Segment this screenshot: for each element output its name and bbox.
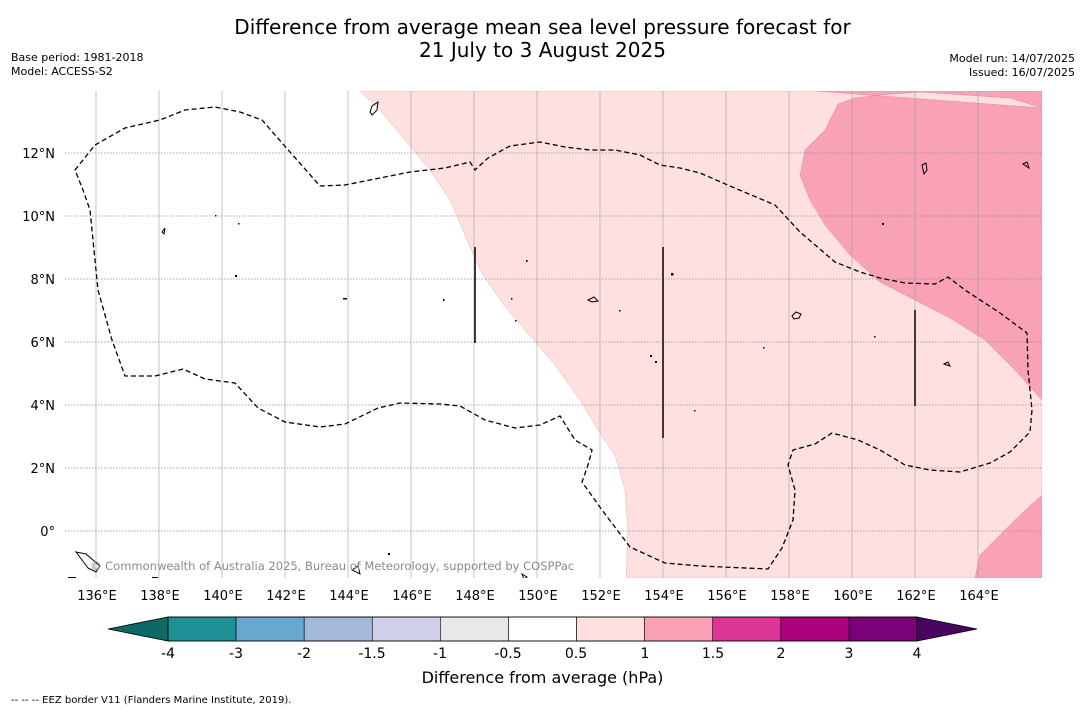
colorbar [107,616,978,642]
map-title-line2: 21 July to 3 August 2025 [419,38,666,62]
lon-tick-labels: 136°E 138°E 140°E 142°E 144°E 146°E 148°… [77,589,999,604]
eez-footnote: -- -- -- EEZ border V11 (Flanders Marine… [11,695,292,706]
meridian-segments [474,247,916,438]
lon-tick-label: 152°E [581,589,621,604]
lat-tick-label: 8°N [31,273,56,288]
colorbar-cell [235,616,305,642]
colorbar-cell [712,616,782,642]
colorbar-cell [848,616,918,642]
colorbar-cell [780,616,850,642]
colorbar-label: -1.5 [358,646,385,662]
colorbar-tick-labels: -4 -3 -2 -1.5 -1 -0.5 0.5 1 1.5 2 3 4 [161,646,922,662]
colorbar-label: 1 [641,646,650,662]
lon-tick-label: 138°E [140,589,180,604]
copyright-text: © Commonwealth of Australia 2025, Bureau… [90,559,574,573]
lon-tick-label: 164°E [959,589,999,604]
islands [74,100,1030,578]
colorbar-label: -4 [161,646,175,662]
lon-gridlines [95,91,979,578]
colorbar-cell [644,616,714,642]
eez-borders [74,106,1033,570]
island-guam [369,100,379,116]
colorbar-frame [167,616,918,642]
lon-tick-label: 148°E [455,589,495,604]
lat-tick-label: 4°N [31,399,56,414]
eez-border-palau-fsm-west [74,106,1033,570]
colorbar-label: -3 [229,646,243,662]
colorbar-under-arrow [107,616,169,642]
map-title-line1: Difference from average mean sea level p… [234,15,851,39]
lon-tick-label: 136°E [77,589,117,604]
colorbar-cell [508,616,577,642]
colorbar-label: -1 [433,646,447,662]
colorbar-label: -2 [297,646,311,662]
island-png-2 [351,565,361,575]
lat-gridlines [65,152,1042,532]
anomaly-region-1-1.5-south [974,494,1042,578]
lat-tick-label: 10°N [22,210,55,225]
map-plot-area [65,91,1042,578]
model-run-label: Model run: 14/07/2025 [949,52,1075,65]
colorbar-label: 2 [777,646,786,662]
colorbar-title: Difference from average (hPa) [421,668,664,687]
island-dots [68,215,884,578]
lon-tick-label: 156°E [707,589,747,604]
colorbar-label: 4 [913,646,922,662]
island-png-3 [520,572,528,578]
colorbar-over-arrow [916,616,978,642]
lon-tick-label: 154°E [644,589,684,604]
lat-tick-label: 6°N [31,336,56,351]
lon-tick-label: 150°E [518,589,558,604]
colorbar-cell [576,616,645,642]
lat-tick-label: 12°N [22,147,55,162]
colorbar-cell [371,616,441,642]
island-kosrae [942,361,951,367]
lon-tick-label: 158°E [770,589,810,604]
lon-tick-label: 140°E [203,589,243,604]
colorbar-label: -0.5 [494,646,521,662]
colorbar-label: 3 [845,646,854,662]
lat-tick-label: 0° [40,525,55,540]
island-north-2 [1022,161,1030,170]
colorbar-label: 0.5 [565,646,587,662]
colorbar-cell [167,616,237,642]
lat-tick-label: 2°N [31,462,56,477]
lon-tick-label: 144°E [329,589,369,604]
lon-tick-label: 162°E [896,589,936,604]
lon-tick-label: 142°E [266,589,306,604]
island-ulithi [161,227,166,236]
anomaly-region-1-1.5-north [799,91,1042,401]
lon-tick-label: 160°E [833,589,873,604]
colorbar-label: 1.5 [702,646,724,662]
issued-label: Issued: 16/07/2025 [968,66,1075,79]
colorbar-cell [440,616,509,642]
colorbar-cell [303,616,373,642]
lon-tick-label: 146°E [392,589,432,604]
island-png-1 [74,551,101,573]
base-period-label: Base period: 1981-2018 [11,51,144,64]
model-label: Model: ACCESS-S2 [11,65,113,78]
island-north-1 [921,162,928,176]
colorbar-cells [167,616,918,642]
lat-tick-labels: 12°N 10°N 8°N 6°N 4°N 2°N 0° [22,147,55,540]
island-chuuk [586,296,600,303]
island-pohnpei [791,311,802,320]
